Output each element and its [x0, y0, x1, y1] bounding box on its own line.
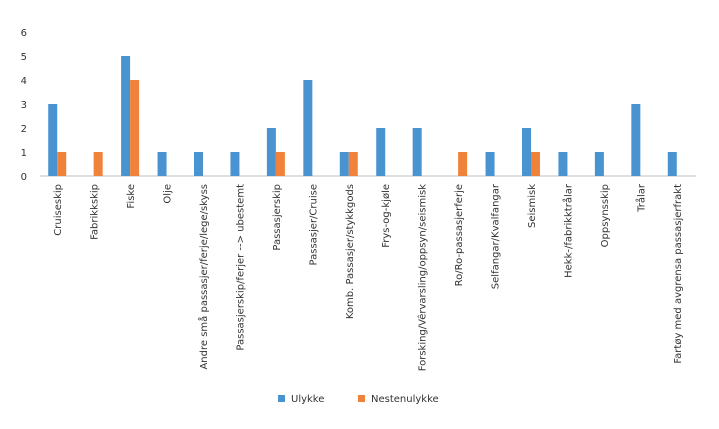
- bar-ulykke-8: [339, 152, 349, 176]
- bar-ulykke-3: [157, 152, 167, 176]
- bar-nestenulykke-1: [93, 152, 103, 176]
- x-tick-label: Ro/Ro-passasjerferje: [454, 184, 465, 286]
- x-tick-label: Selfangar/Kvalfangar: [491, 183, 502, 289]
- x-tick-label: Forsking/Vêrvarsling/oppsyn/seismisk: [417, 184, 429, 371]
- bar-nestenulykke-8: [348, 152, 358, 176]
- bar-ulykke-15: [594, 152, 604, 176]
- bar-nestenulykke-11: [458, 152, 468, 176]
- bar-nestenulykke-2: [130, 80, 140, 176]
- bar-ulykke-13: [522, 128, 531, 176]
- legend-swatch-ulykke: [278, 395, 285, 402]
- legend-swatch-nestenulykke: [358, 395, 365, 402]
- x-tick-label: Komb. Passasjer/stykkgods: [345, 184, 356, 319]
- legend: Ulykke Nestenulykke: [278, 394, 439, 405]
- bar-ulykke-2: [121, 56, 131, 176]
- x-tick-label: Cruiseskip: [53, 184, 64, 236]
- y-tick-label: 0: [21, 172, 27, 183]
- x-tick-label: Olje: [163, 184, 174, 204]
- x-tick-label: Oppsynsskip: [600, 184, 611, 247]
- bar-ulykke-0: [48, 104, 58, 176]
- y-tick-label: 3: [21, 100, 27, 111]
- legend-label: Nestenulykke: [371, 394, 439, 405]
- y-tick-label: 2: [21, 124, 27, 135]
- bar-ulykke-6: [266, 128, 276, 176]
- bar-nestenulykke-13: [531, 152, 540, 176]
- legend-label: Ulykke: [291, 394, 324, 405]
- bar-ulykke-9: [376, 128, 386, 176]
- bar-ulykke-17: [667, 152, 677, 176]
- y-tick-label: 1: [21, 148, 27, 159]
- x-tick-label: Fartøy med avgrensa passasjerfrakt: [673, 184, 684, 364]
- x-tick-label: Fabrikkskip: [90, 184, 101, 240]
- bar-ulykke-12: [485, 152, 495, 176]
- bar-ulykke-4: [194, 152, 203, 176]
- x-tick-label: Trålar: [634, 183, 647, 213]
- bar-ulykke-7: [303, 80, 313, 176]
- x-tick-label: Fiske: [126, 184, 137, 209]
- bar-nestenulykke-6: [275, 152, 285, 176]
- x-tick-label: Seismisk: [527, 184, 538, 228]
- bar-ulykke-10: [412, 128, 422, 176]
- bar-ulykke-5: [230, 152, 240, 176]
- bar-nestenulykke-0: [57, 152, 67, 176]
- x-tick-label: Passasjerskip: [272, 184, 283, 251]
- x-tick-label: Passasjerskip/ferjer --> ubestemt: [235, 184, 246, 351]
- x-tick-label: Passasjer/Cruise: [308, 184, 319, 265]
- x-tick-label: Andre små passasjer/ferje/lege/skyss: [197, 184, 210, 370]
- y-tick-label: 5: [21, 52, 27, 63]
- y-tick-label: 4: [21, 76, 27, 87]
- x-tick-label: Hekk-/fabrikktrålar: [561, 183, 574, 278]
- bar-ulykke-16: [631, 104, 641, 176]
- bar-ulykke-14: [558, 152, 568, 176]
- x-tick-label: Frys-og-kjøle: [381, 184, 392, 248]
- y-tick-label: 6: [21, 28, 27, 39]
